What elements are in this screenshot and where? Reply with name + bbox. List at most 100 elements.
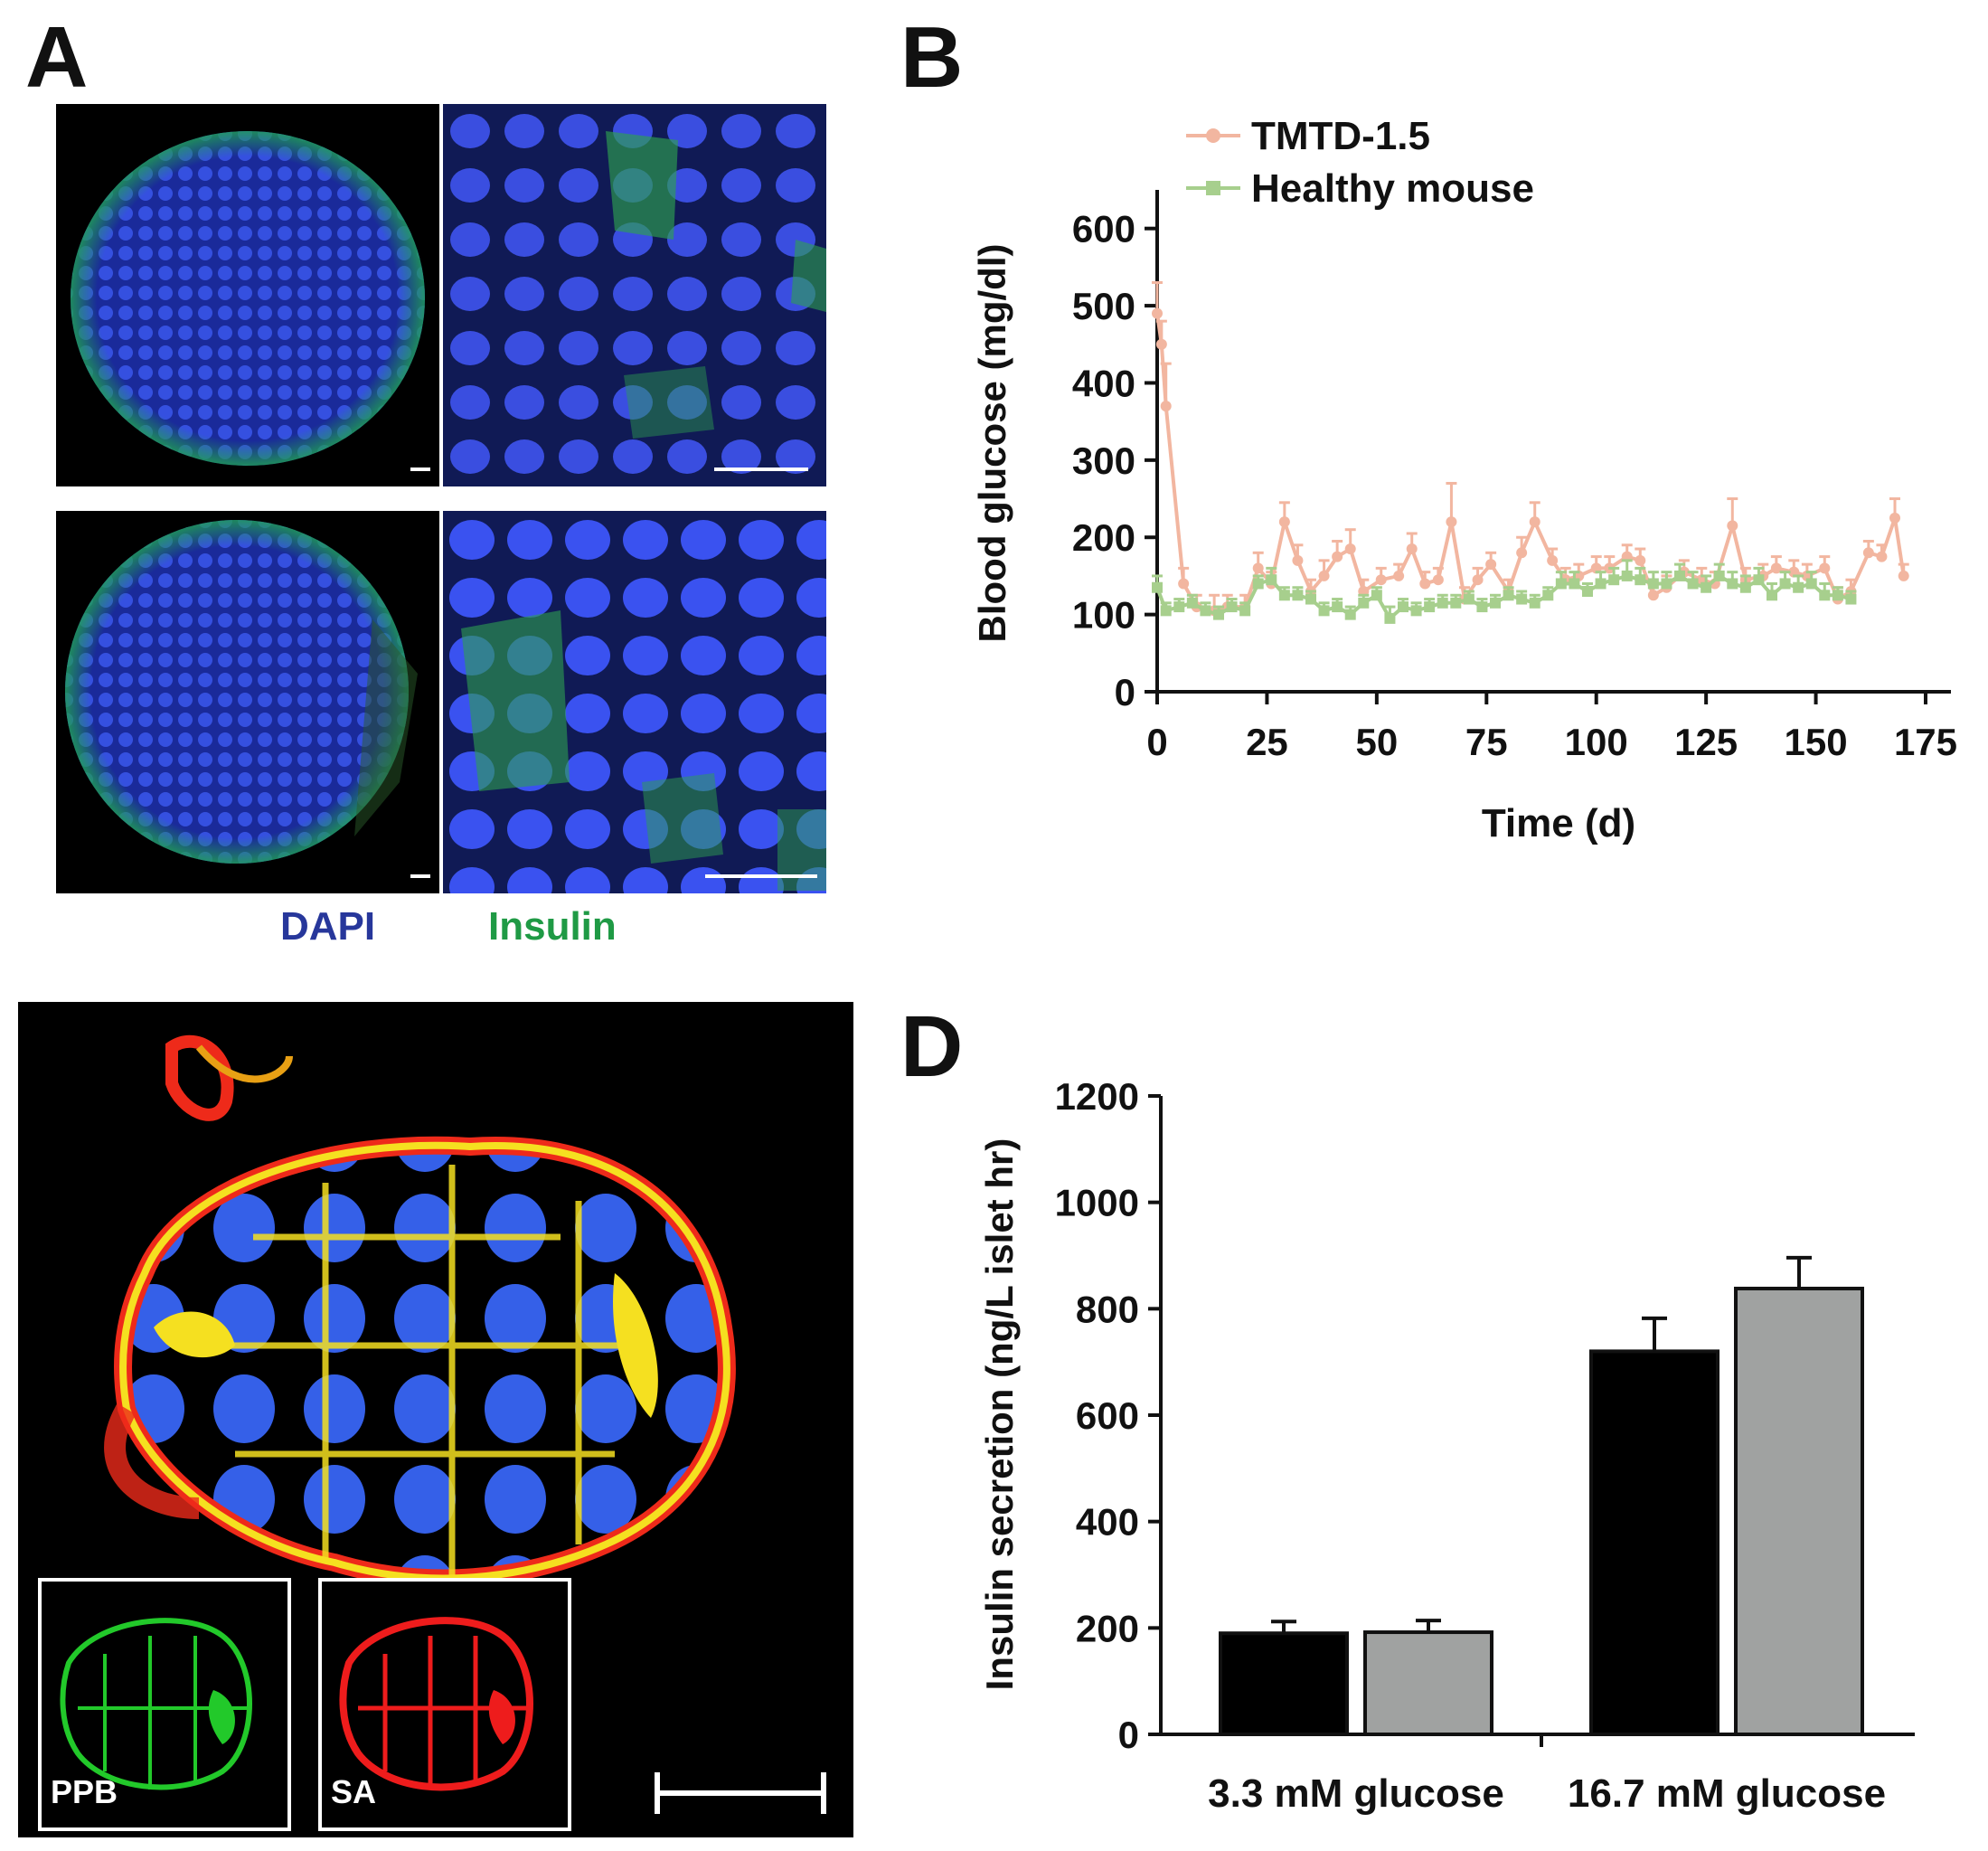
chart-b-point bbox=[1832, 590, 1843, 601]
chart-b-point bbox=[1793, 581, 1804, 593]
chart-b-point bbox=[1152, 581, 1163, 593]
chart-b-point bbox=[1739, 581, 1751, 593]
chart-b-point bbox=[1463, 593, 1475, 605]
chart-b-point bbox=[1160, 605, 1172, 617]
chart-b-point bbox=[1674, 570, 1685, 581]
stain-label-insulin: Insulin bbox=[488, 904, 617, 949]
chart-b-point bbox=[1476, 601, 1488, 613]
chart-b-ytick-label: 500 bbox=[1072, 285, 1135, 327]
chart-b-point bbox=[1555, 578, 1567, 590]
chart-b-point bbox=[1595, 578, 1606, 590]
inset-label-ppb: PPB bbox=[51, 1773, 118, 1810]
chart-b-point bbox=[1547, 554, 1559, 566]
chart-b-point bbox=[1173, 601, 1185, 613]
panel-label-a: A bbox=[25, 9, 89, 106]
chart-b-point bbox=[1876, 551, 1888, 562]
chart-b-ytick-label: 100 bbox=[1072, 594, 1135, 637]
chart-b-point bbox=[1529, 516, 1540, 528]
chart-b-point bbox=[1393, 570, 1405, 581]
chart-b-point bbox=[1516, 547, 1528, 559]
chart-b-point bbox=[1898, 570, 1909, 581]
chart-b-point bbox=[1862, 547, 1874, 559]
chart-b-point bbox=[1332, 601, 1343, 613]
chart-b-point bbox=[1621, 570, 1633, 581]
chart-b-ytick-label: 600 bbox=[1072, 208, 1135, 250]
chart-b-point bbox=[1569, 578, 1580, 590]
chart-b-point bbox=[1266, 574, 1277, 586]
chart-b-point bbox=[1687, 578, 1699, 590]
chart-b-point bbox=[1889, 512, 1900, 524]
chart-b-point bbox=[1805, 578, 1817, 590]
chart-b-point bbox=[1278, 590, 1290, 601]
chart-b-point bbox=[1635, 554, 1646, 566]
chart-b-xtick-label: 25 bbox=[1246, 721, 1288, 763]
chart-b-point bbox=[1503, 590, 1514, 601]
chart-b-ylabel: Blood glucose (mg/dl) bbox=[971, 244, 1013, 643]
chart-b-point bbox=[1713, 570, 1725, 581]
chart-b-ytick-label: 300 bbox=[1072, 439, 1135, 482]
chart-b-point bbox=[1767, 590, 1777, 601]
chart-b-point bbox=[1406, 543, 1418, 555]
chart-b-point bbox=[1375, 574, 1387, 586]
chart-b-point bbox=[1278, 516, 1290, 528]
chart-b-xtick-label: 175 bbox=[1894, 721, 1957, 763]
chart-b-point bbox=[1490, 597, 1501, 609]
chart-b-point bbox=[1252, 562, 1264, 574]
chart-b-point bbox=[1252, 578, 1264, 590]
chart-b-point bbox=[1647, 578, 1659, 590]
chart-b-legend: TMTD-1.5 Healthy mouse bbox=[1186, 114, 1534, 211]
chart-b-point bbox=[1819, 562, 1831, 574]
micrograph-islet-2-zoom bbox=[443, 511, 826, 893]
chart-b-point bbox=[1582, 586, 1593, 597]
legend-label-healthy: Healthy mouse bbox=[1251, 166, 1534, 211]
chart-b-point bbox=[1186, 597, 1198, 609]
chart-b-ytick-label: 400 bbox=[1072, 362, 1135, 404]
chart-b-point bbox=[1213, 609, 1224, 620]
chart-b-point bbox=[1437, 597, 1448, 609]
chart-b-point bbox=[1318, 570, 1330, 581]
inset-sa: SA bbox=[318, 1578, 571, 1831]
inset-ppb: PPB bbox=[38, 1578, 291, 1831]
chart-b-point bbox=[1358, 597, 1370, 609]
chart-b-point bbox=[1160, 401, 1172, 412]
chart-b-series-line-0 bbox=[1155, 313, 1906, 613]
chart-b-xtick-label: 0 bbox=[1146, 721, 1167, 763]
chart-b-point bbox=[1647, 590, 1659, 601]
chart-b-point bbox=[1384, 612, 1396, 624]
chart-b-point bbox=[1450, 597, 1462, 609]
chart-b-point bbox=[1608, 574, 1620, 586]
chart-b-point bbox=[1819, 590, 1831, 601]
chart-b-xtick-label: 50 bbox=[1355, 721, 1398, 763]
chart-b-point bbox=[1371, 590, 1382, 601]
chart-b-point bbox=[1305, 593, 1316, 605]
chart-b-point bbox=[1779, 578, 1791, 590]
chart-b-point bbox=[1432, 574, 1444, 586]
chart-b-point bbox=[1516, 593, 1528, 605]
chart-b-xtick-label: 100 bbox=[1565, 721, 1628, 763]
chart-b-ytick-label: 200 bbox=[1072, 516, 1135, 559]
chart-b-point bbox=[1845, 593, 1857, 605]
chart-b-point bbox=[1635, 574, 1646, 586]
micrograph-islet-2-overview bbox=[56, 511, 439, 893]
chart-b-point bbox=[1398, 601, 1409, 613]
chart-b-xtick-label: 125 bbox=[1674, 721, 1738, 763]
chart-b-point bbox=[1410, 605, 1422, 617]
chart-b-point bbox=[1344, 609, 1356, 620]
chart-b-point bbox=[1727, 520, 1738, 532]
chart-b-point bbox=[1770, 562, 1782, 574]
chart-b-point bbox=[1753, 574, 1765, 586]
chart-b-point bbox=[1292, 590, 1304, 601]
chart-b-point bbox=[1155, 338, 1167, 350]
stain-label-dapi: DAPI bbox=[280, 904, 376, 949]
chart-b-point bbox=[1727, 578, 1738, 590]
panel-label-d: D bbox=[900, 998, 964, 1095]
chart-b-ytick-label: 0 bbox=[1115, 671, 1135, 713]
chart-b-point bbox=[1344, 543, 1356, 555]
chart-b-point bbox=[1152, 307, 1163, 319]
chart-b-plot: 0 100 200 300 400 500 600 0 25 50 75 100 125 150 175 bbox=[1072, 190, 1957, 763]
chart-b-point bbox=[1226, 601, 1238, 613]
inset-label-sa: SA bbox=[331, 1773, 377, 1810]
chart-b-point bbox=[1239, 605, 1251, 617]
chart-b-point bbox=[1542, 590, 1554, 601]
chart-b-point bbox=[1292, 554, 1304, 566]
